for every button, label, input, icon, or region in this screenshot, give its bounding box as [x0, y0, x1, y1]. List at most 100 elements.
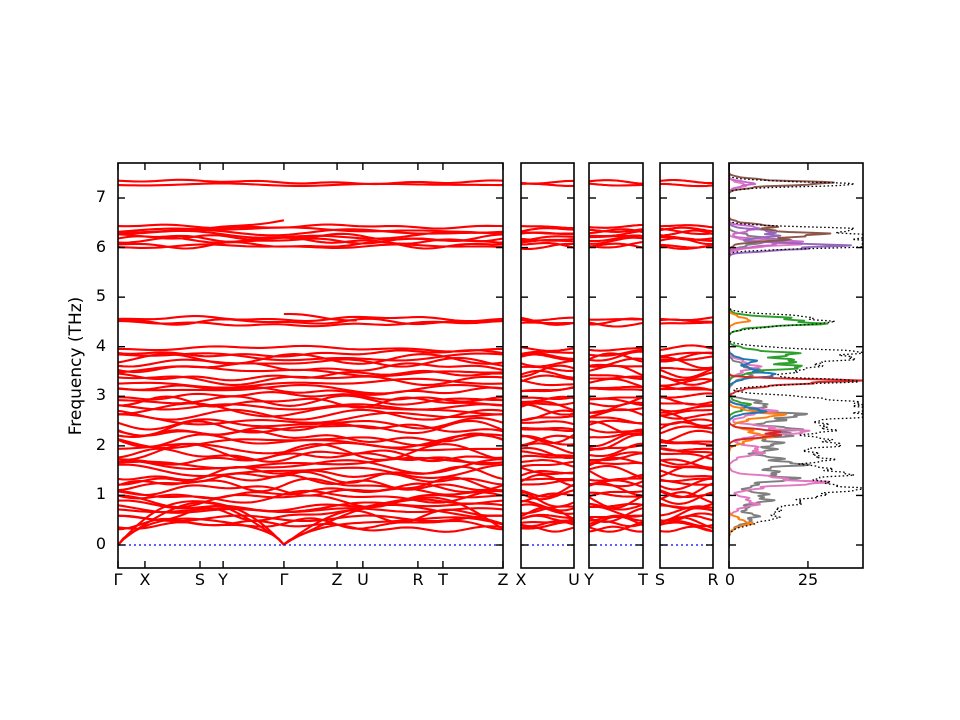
phonon-bands-panel-0 [118, 178, 503, 546]
band-line [589, 242, 643, 249]
band-line [589, 179, 643, 185]
band-line [118, 223, 503, 230]
band-line [118, 241, 503, 250]
y-tick-label-7: 7 [95, 187, 106, 206]
kpoint-label-y2: Y [584, 570, 594, 589]
band-line [660, 243, 713, 249]
band-line [589, 456, 643, 467]
band-line [589, 490, 643, 498]
band-line [118, 178, 503, 186]
y-axis-title: Frequency (THz) [66, 296, 86, 436]
acoustic-band-line [521, 514, 574, 522]
kpoint-label-u2: U [568, 570, 580, 589]
dos-curve-green [729, 163, 829, 548]
kpoint-label-z2: Z [497, 570, 509, 589]
band-line [660, 477, 713, 491]
kpoint-label-gamma1: Γ [113, 570, 123, 589]
band-line [589, 480, 643, 488]
band-line [660, 378, 713, 387]
band-line [118, 395, 503, 409]
band-line [118, 501, 503, 514]
band-line [521, 227, 574, 233]
band-line [118, 452, 503, 466]
band-line [589, 318, 643, 321]
band-line [660, 355, 713, 362]
dos-curve-blue [729, 163, 777, 548]
band-line [521, 479, 574, 486]
band-line [660, 404, 713, 413]
band-line [118, 487, 503, 500]
band-line [521, 490, 574, 508]
band-line [660, 224, 713, 229]
band-line [118, 391, 503, 403]
band-line [118, 315, 503, 323]
band-line [660, 182, 713, 188]
dos-curve-pink [729, 163, 831, 548]
band-line [660, 502, 713, 509]
band-line [118, 408, 503, 421]
band-line [589, 433, 643, 451]
band-stub-line [283, 312, 357, 322]
band-line [521, 242, 574, 249]
band-line [660, 178, 713, 185]
band-line [660, 447, 713, 452]
band-line [521, 359, 574, 368]
band-line [521, 433, 574, 444]
band-line [118, 356, 503, 368]
band-line [118, 361, 503, 374]
band-line [118, 353, 503, 365]
phonon-bands-panel-3 [660, 178, 713, 533]
y-tick-label-1: 1 [95, 484, 106, 503]
band-line [521, 385, 574, 393]
acoustic-band-line [589, 520, 643, 528]
kpoint-label-y1: Y [218, 570, 228, 589]
band-line [521, 235, 574, 242]
band-line [521, 473, 574, 488]
band-line [118, 447, 503, 463]
band-line [660, 226, 713, 233]
band-line [589, 385, 643, 390]
band-line [521, 401, 574, 406]
band-line [521, 369, 574, 379]
band-line [118, 514, 503, 523]
band-line [521, 353, 574, 362]
kpoint-label-gamma2: Γ [279, 570, 289, 589]
phonon-bands-panel-2 [589, 179, 643, 533]
band-line [589, 494, 643, 509]
band-line [589, 363, 643, 368]
band-line [521, 420, 574, 426]
band-line [660, 367, 713, 379]
band-line [521, 365, 574, 372]
band-line [660, 452, 713, 461]
acoustic-band-line [660, 520, 713, 528]
band-line [589, 469, 643, 482]
kpoint-label-t2: T [638, 570, 648, 589]
band-line [589, 416, 643, 425]
band-line [660, 412, 713, 420]
band-line [521, 450, 574, 458]
band-line [589, 241, 643, 249]
band-line [660, 458, 713, 469]
acoustic-band-line [521, 520, 574, 528]
band-line [660, 477, 713, 483]
band-line [118, 473, 503, 492]
band-line [589, 348, 643, 357]
band-line [589, 396, 643, 400]
kpoint-label-x1: X [139, 570, 151, 589]
band-line [660, 234, 713, 241]
band-line [660, 371, 713, 382]
band-stub-line [191, 219, 285, 233]
acoustic-band-line [589, 514, 643, 522]
y-tick-label-2: 2 [95, 435, 106, 454]
band-line [521, 231, 574, 236]
band-line [660, 384, 713, 391]
acoustic-band-line [660, 514, 713, 522]
panel-frame-1 [520, 162, 575, 569]
band-line [521, 477, 574, 481]
band-line [521, 428, 574, 432]
band-line [521, 489, 574, 501]
band-line [589, 347, 643, 352]
acoustic-band-line [660, 525, 713, 533]
band-line [589, 228, 643, 233]
band-line [118, 377, 503, 389]
